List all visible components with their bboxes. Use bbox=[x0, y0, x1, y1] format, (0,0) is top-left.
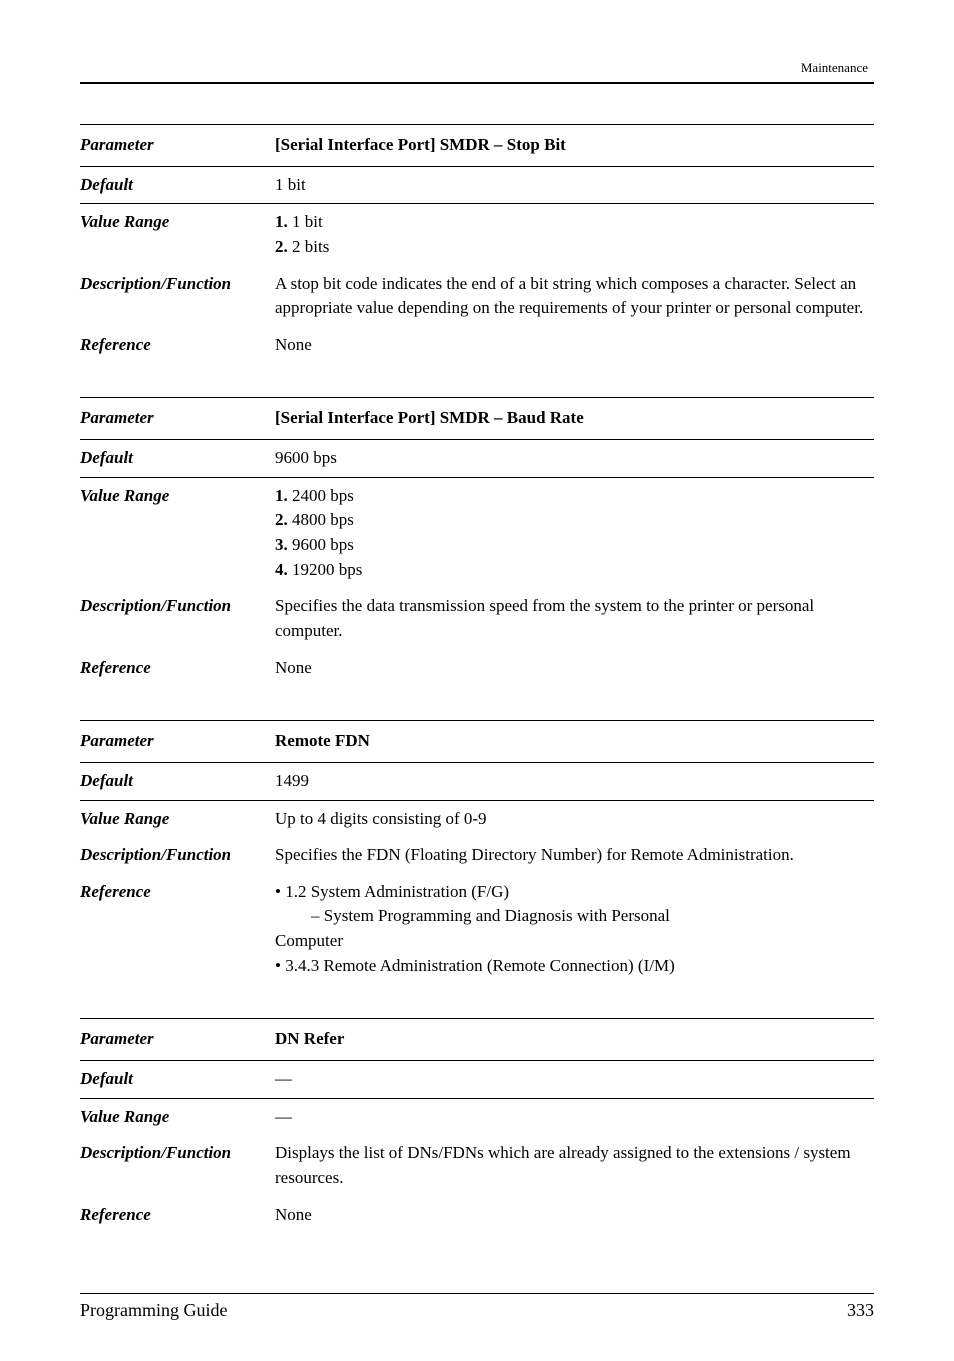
parameter-row: Reference• 1.2 System Administration (F/… bbox=[80, 874, 874, 985]
top-rule bbox=[80, 82, 874, 84]
parameter-row: Value Range1. 1 bit2. 2 bits bbox=[80, 204, 874, 265]
row-label: Description/Function bbox=[80, 843, 275, 868]
row-label: Description/Function bbox=[80, 594, 275, 619]
parameter-header-row: ParameterDN Refer bbox=[80, 1018, 874, 1061]
row-label: Parameter bbox=[80, 406, 275, 431]
row-value: None bbox=[275, 1203, 874, 1228]
parameter-row: Value Range1. 2400 bps2. 4800 bps3. 9600… bbox=[80, 478, 874, 589]
row-value: — bbox=[275, 1105, 874, 1130]
row-label: Default bbox=[80, 446, 275, 471]
row-label: Parameter bbox=[80, 729, 275, 754]
row-value: 1 bit bbox=[275, 173, 874, 198]
row-label: Parameter bbox=[80, 1027, 275, 1052]
content-area: Parameter[Serial Interface Port] SMDR – … bbox=[80, 124, 874, 1233]
parameter-row: Default— bbox=[80, 1061, 874, 1099]
row-value: Up to 4 digits consisting of 0-9 bbox=[275, 807, 874, 832]
row-label: Default bbox=[80, 769, 275, 794]
parameter-row: Value Range— bbox=[80, 1099, 874, 1136]
row-label: Value Range bbox=[80, 210, 275, 235]
parameter-row: Description/FunctionA stop bit code indi… bbox=[80, 266, 874, 327]
row-value: 9600 bps bbox=[275, 446, 874, 471]
parameter-header-row: Parameter[Serial Interface Port] SMDR – … bbox=[80, 124, 874, 167]
row-value: Displays the list of DNs/FDNs which are … bbox=[275, 1141, 874, 1190]
running-head: Maintenance bbox=[80, 60, 874, 76]
row-value: None bbox=[275, 656, 874, 681]
row-label: Default bbox=[80, 1067, 275, 1092]
parameter-row: ReferenceNone bbox=[80, 1197, 874, 1234]
row-value: [Serial Interface Port] SMDR – Baud Rate bbox=[275, 406, 874, 431]
row-label: Value Range bbox=[80, 1105, 275, 1130]
page: Maintenance Parameter[Serial Interface P… bbox=[0, 0, 954, 1361]
row-value: Specifies the FDN (Floating Directory Nu… bbox=[275, 843, 874, 868]
parameter-row: Default1499 bbox=[80, 763, 874, 801]
footer-title: Programming Guide bbox=[80, 1300, 227, 1321]
parameter-row: Description/FunctionSpecifies the data t… bbox=[80, 588, 874, 649]
row-value: [Serial Interface Port] SMDR – Stop Bit bbox=[275, 133, 874, 158]
parameter-block: ParameterDN ReferDefault—Value Range—Des… bbox=[80, 1018, 874, 1233]
parameter-header-row: Parameter[Serial Interface Port] SMDR – … bbox=[80, 397, 874, 440]
parameter-row: Description/FunctionDisplays the list of… bbox=[80, 1135, 874, 1196]
parameter-block: ParameterRemote FDNDefault1499Value Rang… bbox=[80, 720, 874, 984]
row-value: 1. 1 bit2. 2 bits bbox=[275, 210, 874, 259]
row-value: None bbox=[275, 333, 874, 358]
row-value: Remote FDN bbox=[275, 729, 874, 754]
row-label: Reference bbox=[80, 333, 275, 358]
row-label: Description/Function bbox=[80, 272, 275, 297]
parameter-row: ReferenceNone bbox=[80, 327, 874, 364]
row-label: Default bbox=[80, 173, 275, 198]
row-value: Specifies the data transmission speed fr… bbox=[275, 594, 874, 643]
row-value: 1. 2400 bps2. 4800 bps3. 9600 bps4. 1920… bbox=[275, 484, 874, 583]
row-value: — bbox=[275, 1067, 874, 1092]
parameter-row: Value RangeUp to 4 digits consisting of … bbox=[80, 801, 874, 838]
row-label: Description/Function bbox=[80, 1141, 275, 1166]
row-value: • 1.2 System Administration (F/G)– Syste… bbox=[275, 880, 874, 979]
parameter-row: Description/FunctionSpecifies the FDN (F… bbox=[80, 837, 874, 874]
parameter-row: Default1 bit bbox=[80, 167, 874, 205]
parameter-header-row: ParameterRemote FDN bbox=[80, 720, 874, 763]
row-value: 1499 bbox=[275, 769, 874, 794]
parameter-block: Parameter[Serial Interface Port] SMDR – … bbox=[80, 124, 874, 363]
row-label: Reference bbox=[80, 880, 275, 905]
row-value: DN Refer bbox=[275, 1027, 874, 1052]
row-label: Parameter bbox=[80, 133, 275, 158]
row-label: Reference bbox=[80, 656, 275, 681]
parameter-block: Parameter[Serial Interface Port] SMDR – … bbox=[80, 397, 874, 686]
footer-page-number: 333 bbox=[847, 1300, 874, 1321]
row-label: Reference bbox=[80, 1203, 275, 1228]
page-footer: Programming Guide 333 bbox=[80, 1293, 874, 1321]
row-label: Value Range bbox=[80, 807, 275, 832]
parameter-row: ReferenceNone bbox=[80, 650, 874, 687]
parameter-row: Default9600 bps bbox=[80, 440, 874, 478]
row-label: Value Range bbox=[80, 484, 275, 509]
row-value: A stop bit code indicates the end of a b… bbox=[275, 272, 874, 321]
